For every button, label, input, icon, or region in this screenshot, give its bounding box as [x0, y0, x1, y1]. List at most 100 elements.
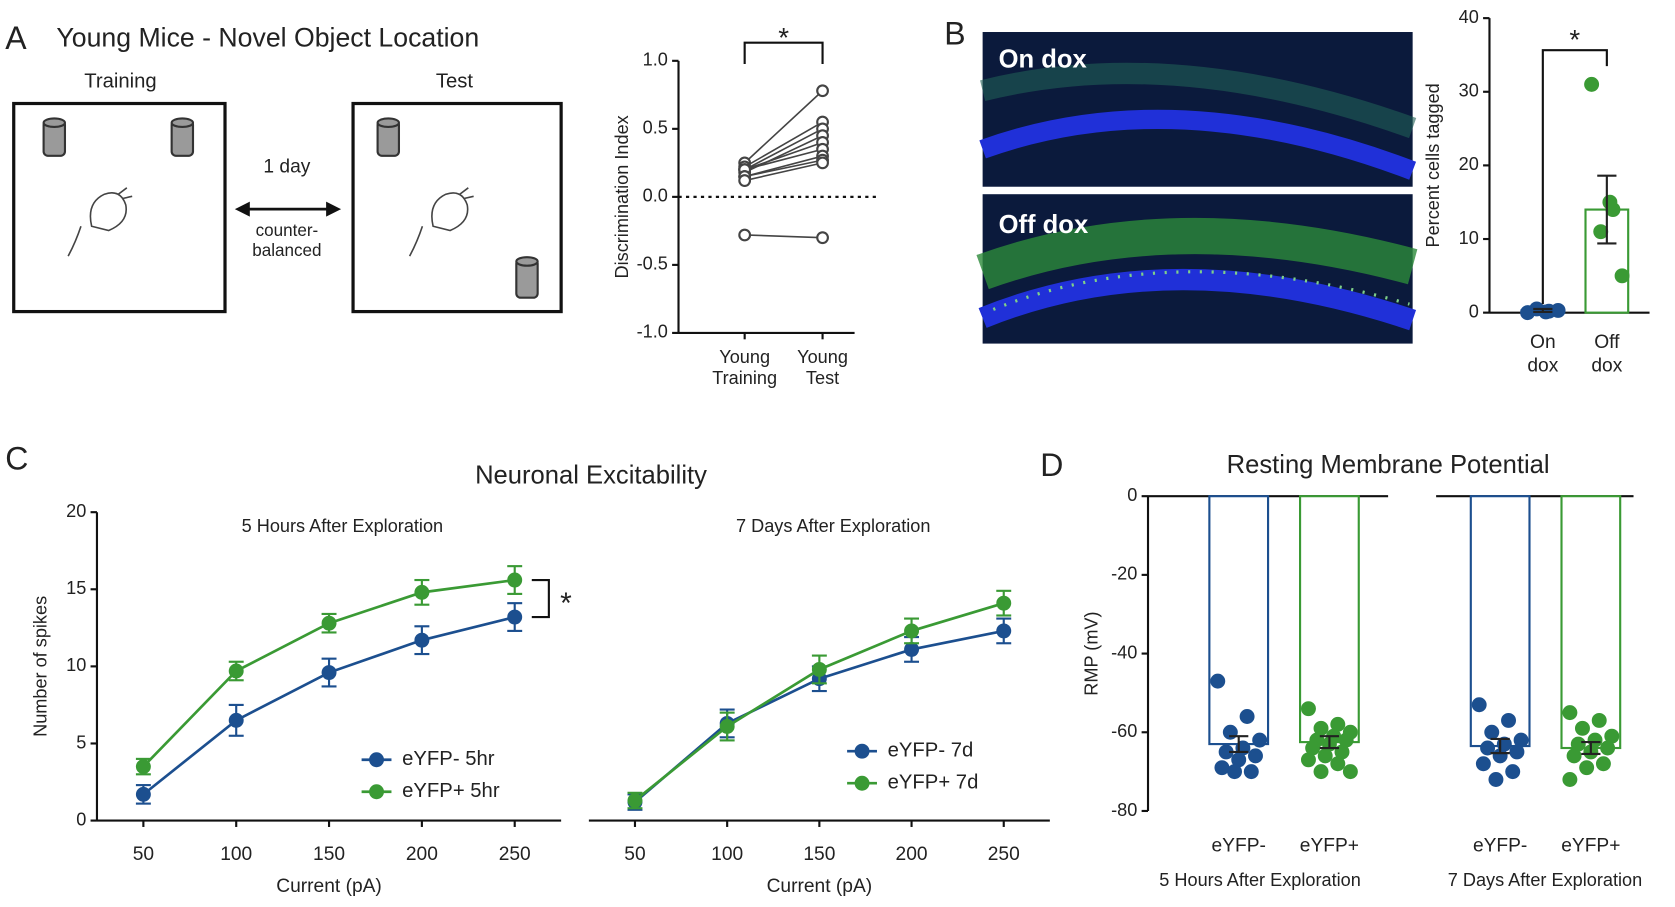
arena: [12, 101, 227, 314]
arena: [351, 101, 563, 314]
point: [1471, 697, 1487, 713]
mouse-drawing: [67, 187, 474, 257]
y-tick-label: 30: [1459, 81, 1479, 101]
pair-line: [744, 234, 823, 239]
chart-title: Resting Membrane Potential: [1227, 451, 1550, 479]
point: [1475, 756, 1491, 772]
x-tick-label: Young Test: [797, 346, 848, 389]
chart-subtitle: 5 Hours After Exploration: [242, 516, 443, 536]
pair-line: [744, 162, 823, 182]
point: [1488, 772, 1504, 787]
x-tick-label: 100: [220, 844, 252, 865]
point: [1593, 224, 1609, 240]
point: [1342, 764, 1358, 780]
legend-marker: [854, 775, 870, 791]
point: [1248, 748, 1263, 764]
point: [1614, 268, 1630, 284]
note-box: counter-balanced: [252, 222, 321, 261]
y-axis-label: Percent cells tagged: [1423, 83, 1443, 247]
y-tick-label: 40: [1459, 7, 1479, 27]
point: [1604, 728, 1620, 744]
point: [1562, 772, 1578, 787]
x-tick-label: eYFP+: [1300, 835, 1359, 856]
pair-line: [744, 141, 823, 171]
legend-label: eYFP+ 5hr: [402, 780, 500, 802]
y-tick-label: 0: [76, 809, 86, 829]
y-tick-label: -0.5: [637, 254, 668, 274]
bar: [1299, 495, 1360, 744]
x-tick-label-box: Young Test: [797, 346, 848, 389]
point: [1218, 744, 1234, 760]
y-axis-label: Number of spikes: [30, 596, 50, 737]
point: [1239, 709, 1255, 724]
y-tick-label: 0: [1127, 485, 1137, 505]
point: [321, 665, 337, 681]
point: [1579, 760, 1595, 776]
point: [1300, 701, 1316, 717]
y-tick-label: 20: [1459, 154, 1479, 174]
significance: *: [778, 22, 789, 53]
x-tick-label: 100: [711, 844, 743, 865]
x-tick-label: 200: [896, 844, 928, 865]
significance-bracket: [743, 41, 824, 65]
y-tick-label: 10: [66, 655, 86, 675]
x-tick-label: Off dox: [1591, 330, 1623, 376]
chart-title: Neuronal Excitability: [475, 462, 707, 490]
objects: [42, 117, 539, 299]
x-tick-label: 150: [313, 844, 345, 865]
point: [414, 632, 430, 648]
pair-line: [744, 90, 824, 164]
pair-line: [744, 121, 823, 168]
y-tick-label: 0.0: [643, 186, 668, 206]
y-tick-label: -40: [1111, 642, 1137, 662]
x-axis-label: Current (pA): [767, 876, 873, 897]
legend-marker: [369, 784, 384, 800]
point: [816, 156, 829, 170]
image-label: On dox: [999, 46, 1088, 74]
point: [1513, 732, 1529, 748]
point: [1227, 764, 1242, 780]
point: [228, 712, 244, 728]
point: [1330, 716, 1346, 732]
y-tick-label: 0.5: [643, 118, 668, 138]
legend-label: eYFP- 5hr: [402, 748, 495, 770]
point: [1550, 302, 1566, 318]
point: [1305, 740, 1321, 756]
point: [1231, 752, 1247, 768]
significance: *: [560, 587, 572, 620]
x-tick-label: 150: [803, 844, 835, 865]
point: [1252, 732, 1268, 748]
pair-line: [744, 148, 823, 171]
panel-label: B: [944, 16, 965, 52]
point: [507, 572, 523, 588]
point: [1313, 720, 1329, 736]
y-tick-label: 0: [1469, 301, 1479, 321]
x-tick-label: Young Training: [712, 346, 778, 389]
point: [816, 231, 829, 245]
point: [1570, 736, 1586, 752]
point: [1330, 756, 1346, 772]
point: [414, 584, 430, 600]
point: [1574, 720, 1590, 736]
point: [1484, 724, 1500, 740]
point: [321, 615, 337, 631]
diagram-title: Young Mice - Novel Object Location: [56, 23, 479, 53]
image-label: Off dox: [999, 211, 1089, 239]
y-tick-label: 1.0: [643, 50, 668, 70]
point: [1300, 752, 1316, 768]
y-tick-label: 15: [66, 578, 86, 598]
training-label: Training: [84, 71, 156, 93]
legend-label: eYFP- 7d: [888, 740, 974, 762]
x-tick-label-box: Off dox: [1591, 330, 1623, 376]
panel-label: C: [5, 440, 28, 476]
legend-marker: [369, 752, 384, 768]
micrograph: [976, 194, 1418, 344]
y-tick-label: 10: [1459, 228, 1479, 248]
y-axis-label: Discrimination Index: [612, 115, 632, 278]
x-tick-label: 250: [988, 844, 1020, 865]
pair-line: [744, 128, 823, 171]
bar: [1208, 495, 1270, 746]
point: [1214, 760, 1230, 776]
